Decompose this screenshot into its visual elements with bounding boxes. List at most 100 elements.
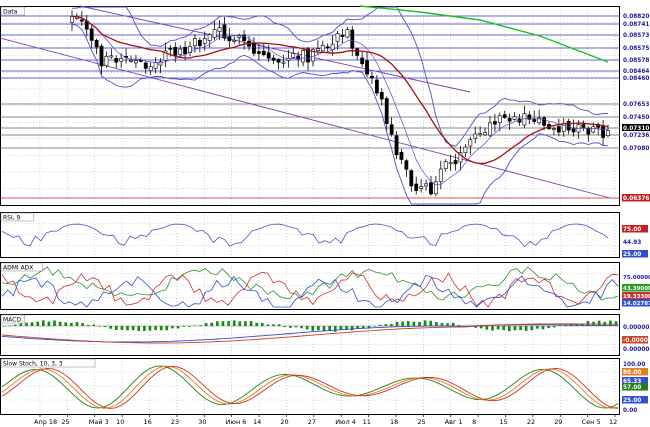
candle-body [271,57,276,61]
price-label-box [622,31,650,39]
candle-body [429,182,433,195]
price-axis-label: 0.08578 [623,58,649,64]
candle-body [202,38,207,44]
stoch-label-box [622,377,648,385]
macd-bar [232,320,236,326]
macd-bar [42,320,45,326]
macd-bar [221,321,225,326]
price-panel [0,5,620,205]
stoch-axis-label: 0.00 [623,408,637,414]
panel-title-box [0,262,43,272]
price-label-box [622,194,650,202]
signal-line [1,323,618,344]
price-axis-label: 0.07450 [623,115,649,121]
x-tick-label: 16 [144,418,152,426]
macd-bar [238,321,242,326]
candle-body [370,75,374,79]
rsi-label-box [622,238,648,246]
candle-body [384,98,389,124]
macd-bar [260,322,264,326]
macd-bar [8,325,11,327]
macd-bar [216,321,219,326]
macd-label-box [622,323,648,331]
short-average [71,15,609,185]
macd-bar [171,326,174,329]
x-tick-label: Июн 6 [226,418,247,426]
candle-body [424,183,428,187]
candle-body [374,79,379,94]
price-label-box [622,124,650,132]
candle-body [552,128,556,130]
panel-title: MACD [3,317,21,324]
macd-bar [137,326,141,331]
candle-body [512,116,517,120]
candle-body [109,55,114,58]
macd-bar [311,326,315,331]
macd-bar [25,322,28,326]
macd-bar [19,323,23,326]
macd-bar [435,322,438,326]
candle-body [212,29,217,38]
macd-bar [64,322,68,326]
candle-body [502,114,507,118]
price-label-box [622,56,650,64]
x-tick-label: 20 [280,418,288,426]
macd-bar [2,326,6,327]
candle-body [320,44,325,52]
candle-body [89,28,94,41]
x-tick-label: Сен 5 [582,418,601,426]
candle-body [291,53,296,58]
stoch-label-box [622,360,648,368]
grid [0,6,620,414]
candle-body [252,43,256,54]
macd-bar [249,321,253,326]
macd-bar [47,321,51,326]
adx-axis-label: 19.33300 [623,294,650,300]
macd-bar [81,323,84,326]
x-tick-label: 22 [527,418,535,426]
candle-body [134,60,138,64]
candle-body [399,152,404,160]
macd-bar [367,326,371,328]
x-tick-label: Апр 18 [34,418,57,426]
macd-bar [187,326,191,327]
adx-label-box [622,292,650,300]
candle-body [217,27,222,32]
candle-body [606,130,610,136]
x-tick-label: Май 3 [89,418,109,426]
candle-body [183,46,188,55]
panel-frame-stoch [0,358,620,415]
macd-bar [362,326,365,329]
macd-bar [564,325,567,327]
price-label-box [622,20,650,28]
price-label-box [622,12,650,20]
price-axis-label: 0.07080 [623,146,649,152]
macd-bar [339,326,343,331]
rsi-panel [1,223,609,248]
rsi-axis-label: 25.00 [623,252,641,258]
x-tick-label: 29 [554,418,562,426]
stoch-axis-label: 57.00 [623,385,641,391]
candle-body [232,40,237,42]
stoch-axis-label: 100.00 [623,362,645,368]
stoch-panel [1,365,619,409]
candle-body [438,168,443,182]
long-average [359,5,609,63]
macd-bar [390,323,393,326]
panel-title: Slow Stoch, 10, 3, 3 [3,361,63,368]
macd-label-box [622,345,648,353]
macd-bar [479,326,483,329]
macd-bar [485,326,489,330]
candle-body [355,48,360,56]
candle-body [325,46,330,49]
price-axis-label: 0.06376 [623,196,649,202]
price-label-box [622,67,650,75]
macd-bar [131,326,135,331]
candle-body [497,115,502,124]
candle-body [350,29,355,49]
macd-bar [103,326,107,328]
panel-frame-price [0,6,620,206]
candle-body [507,118,512,122]
macd-bar [53,320,56,326]
candle-body [586,128,591,135]
